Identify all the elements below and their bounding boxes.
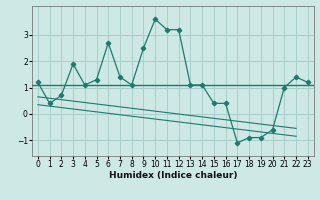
X-axis label: Humidex (Indice chaleur): Humidex (Indice chaleur) xyxy=(108,171,237,180)
